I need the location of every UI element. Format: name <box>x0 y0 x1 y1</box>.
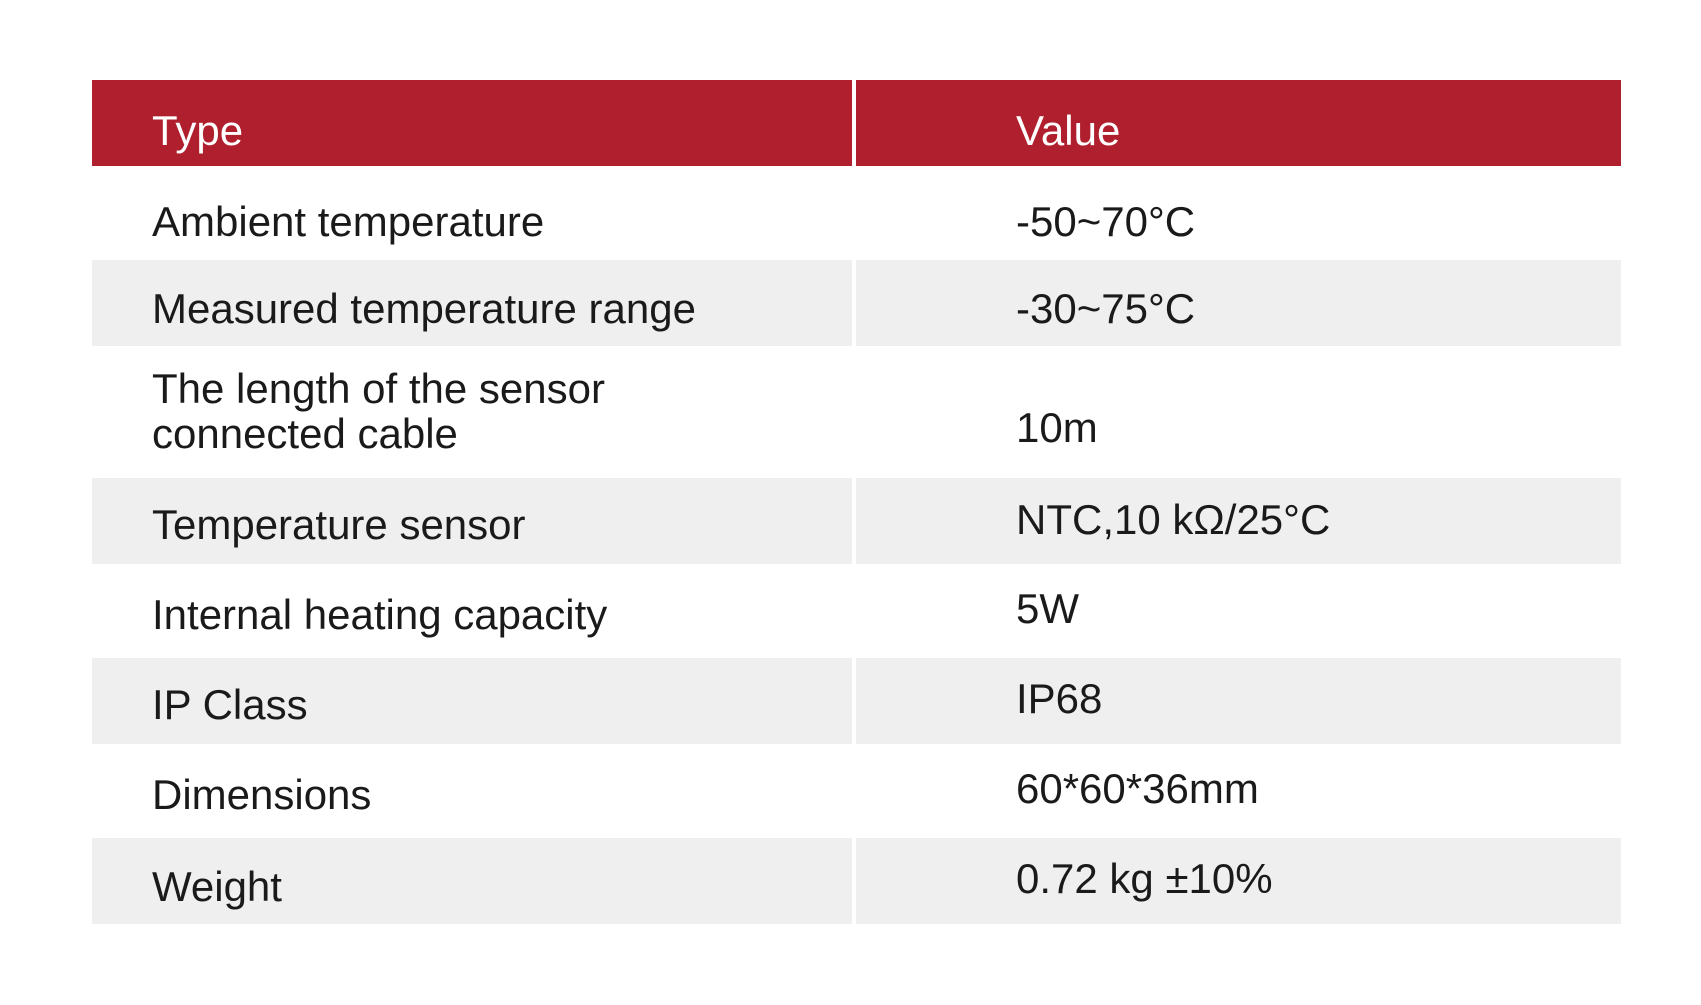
type-cell: Weight <box>92 838 852 924</box>
value-cell: 60*60*36mm <box>856 748 1621 834</box>
type-label: Weight <box>152 863 282 910</box>
value-label: -50~70°C <box>1016 198 1196 245</box>
value-label: 10m <box>1016 404 1098 451</box>
value-label: 60*60*36mm <box>1016 765 1259 812</box>
type-label: IP Class <box>152 681 308 728</box>
type-cell: Temperature sensor <box>92 478 852 564</box>
table-row: Weight 0.72 kg ±10% <box>92 838 1621 924</box>
value-label: IP68 <box>1016 675 1103 722</box>
table-row: Ambient temperature -50~70°C <box>92 170 1621 256</box>
value-cell: NTC,10 kΩ/25°C <box>856 478 1621 564</box>
table-row: IP Class IP68 <box>92 658 1621 744</box>
value-label: 5W <box>1016 585 1079 632</box>
type-cell: The length of the sensor connected cable <box>92 350 852 474</box>
type-cell: IP Class <box>92 658 852 744</box>
table-row: Measured temperature range -30~75°C <box>92 260 1621 346</box>
table-row: Dimensions 60*60*36mm <box>92 748 1621 834</box>
header-label-type: Type <box>152 107 244 154</box>
header-label-value: Value <box>1016 107 1121 154</box>
type-cell: Internal heating capacity <box>92 568 852 654</box>
value-cell: IP68 <box>856 658 1621 744</box>
value-label: -30~75°C <box>1016 285 1196 332</box>
value-label: NTC,10 kΩ/25°C <box>1016 496 1331 543</box>
type-cell: Measured temperature range <box>92 260 852 346</box>
type-label: Dimensions <box>152 771 372 818</box>
value-cell: 0.72 kg ±10% <box>856 838 1621 924</box>
spec-table: Type Value Ambient temperature -50~70°C … <box>92 80 1621 924</box>
type-cell: Dimensions <box>92 748 852 834</box>
header-cell-value: Value <box>856 80 1621 166</box>
type-cell: Ambient temperature <box>92 170 852 256</box>
table-row: Temperature sensor NTC,10 kΩ/25°C <box>92 478 1621 564</box>
table-row: The length of the sensor connected cable… <box>92 350 1621 474</box>
value-cell: -50~70°C <box>856 170 1621 256</box>
type-label: Temperature sensor <box>152 501 526 548</box>
table-header-row: Type Value <box>92 80 1621 166</box>
value-cell: -30~75°C <box>856 260 1621 346</box>
value-label: 0.72 kg ±10% <box>1016 855 1273 902</box>
type-label: Measured temperature range <box>152 285 696 332</box>
type-label: Ambient temperature <box>152 198 545 245</box>
type-label: The length of the sensor connected cable <box>152 365 605 457</box>
type-label: Internal heating capacity <box>152 591 608 638</box>
value-cell: 10m <box>856 350 1621 474</box>
header-cell-type: Type <box>92 80 852 166</box>
table-row: Internal heating capacity 5W <box>92 568 1621 654</box>
value-cell: 5W <box>856 568 1621 654</box>
